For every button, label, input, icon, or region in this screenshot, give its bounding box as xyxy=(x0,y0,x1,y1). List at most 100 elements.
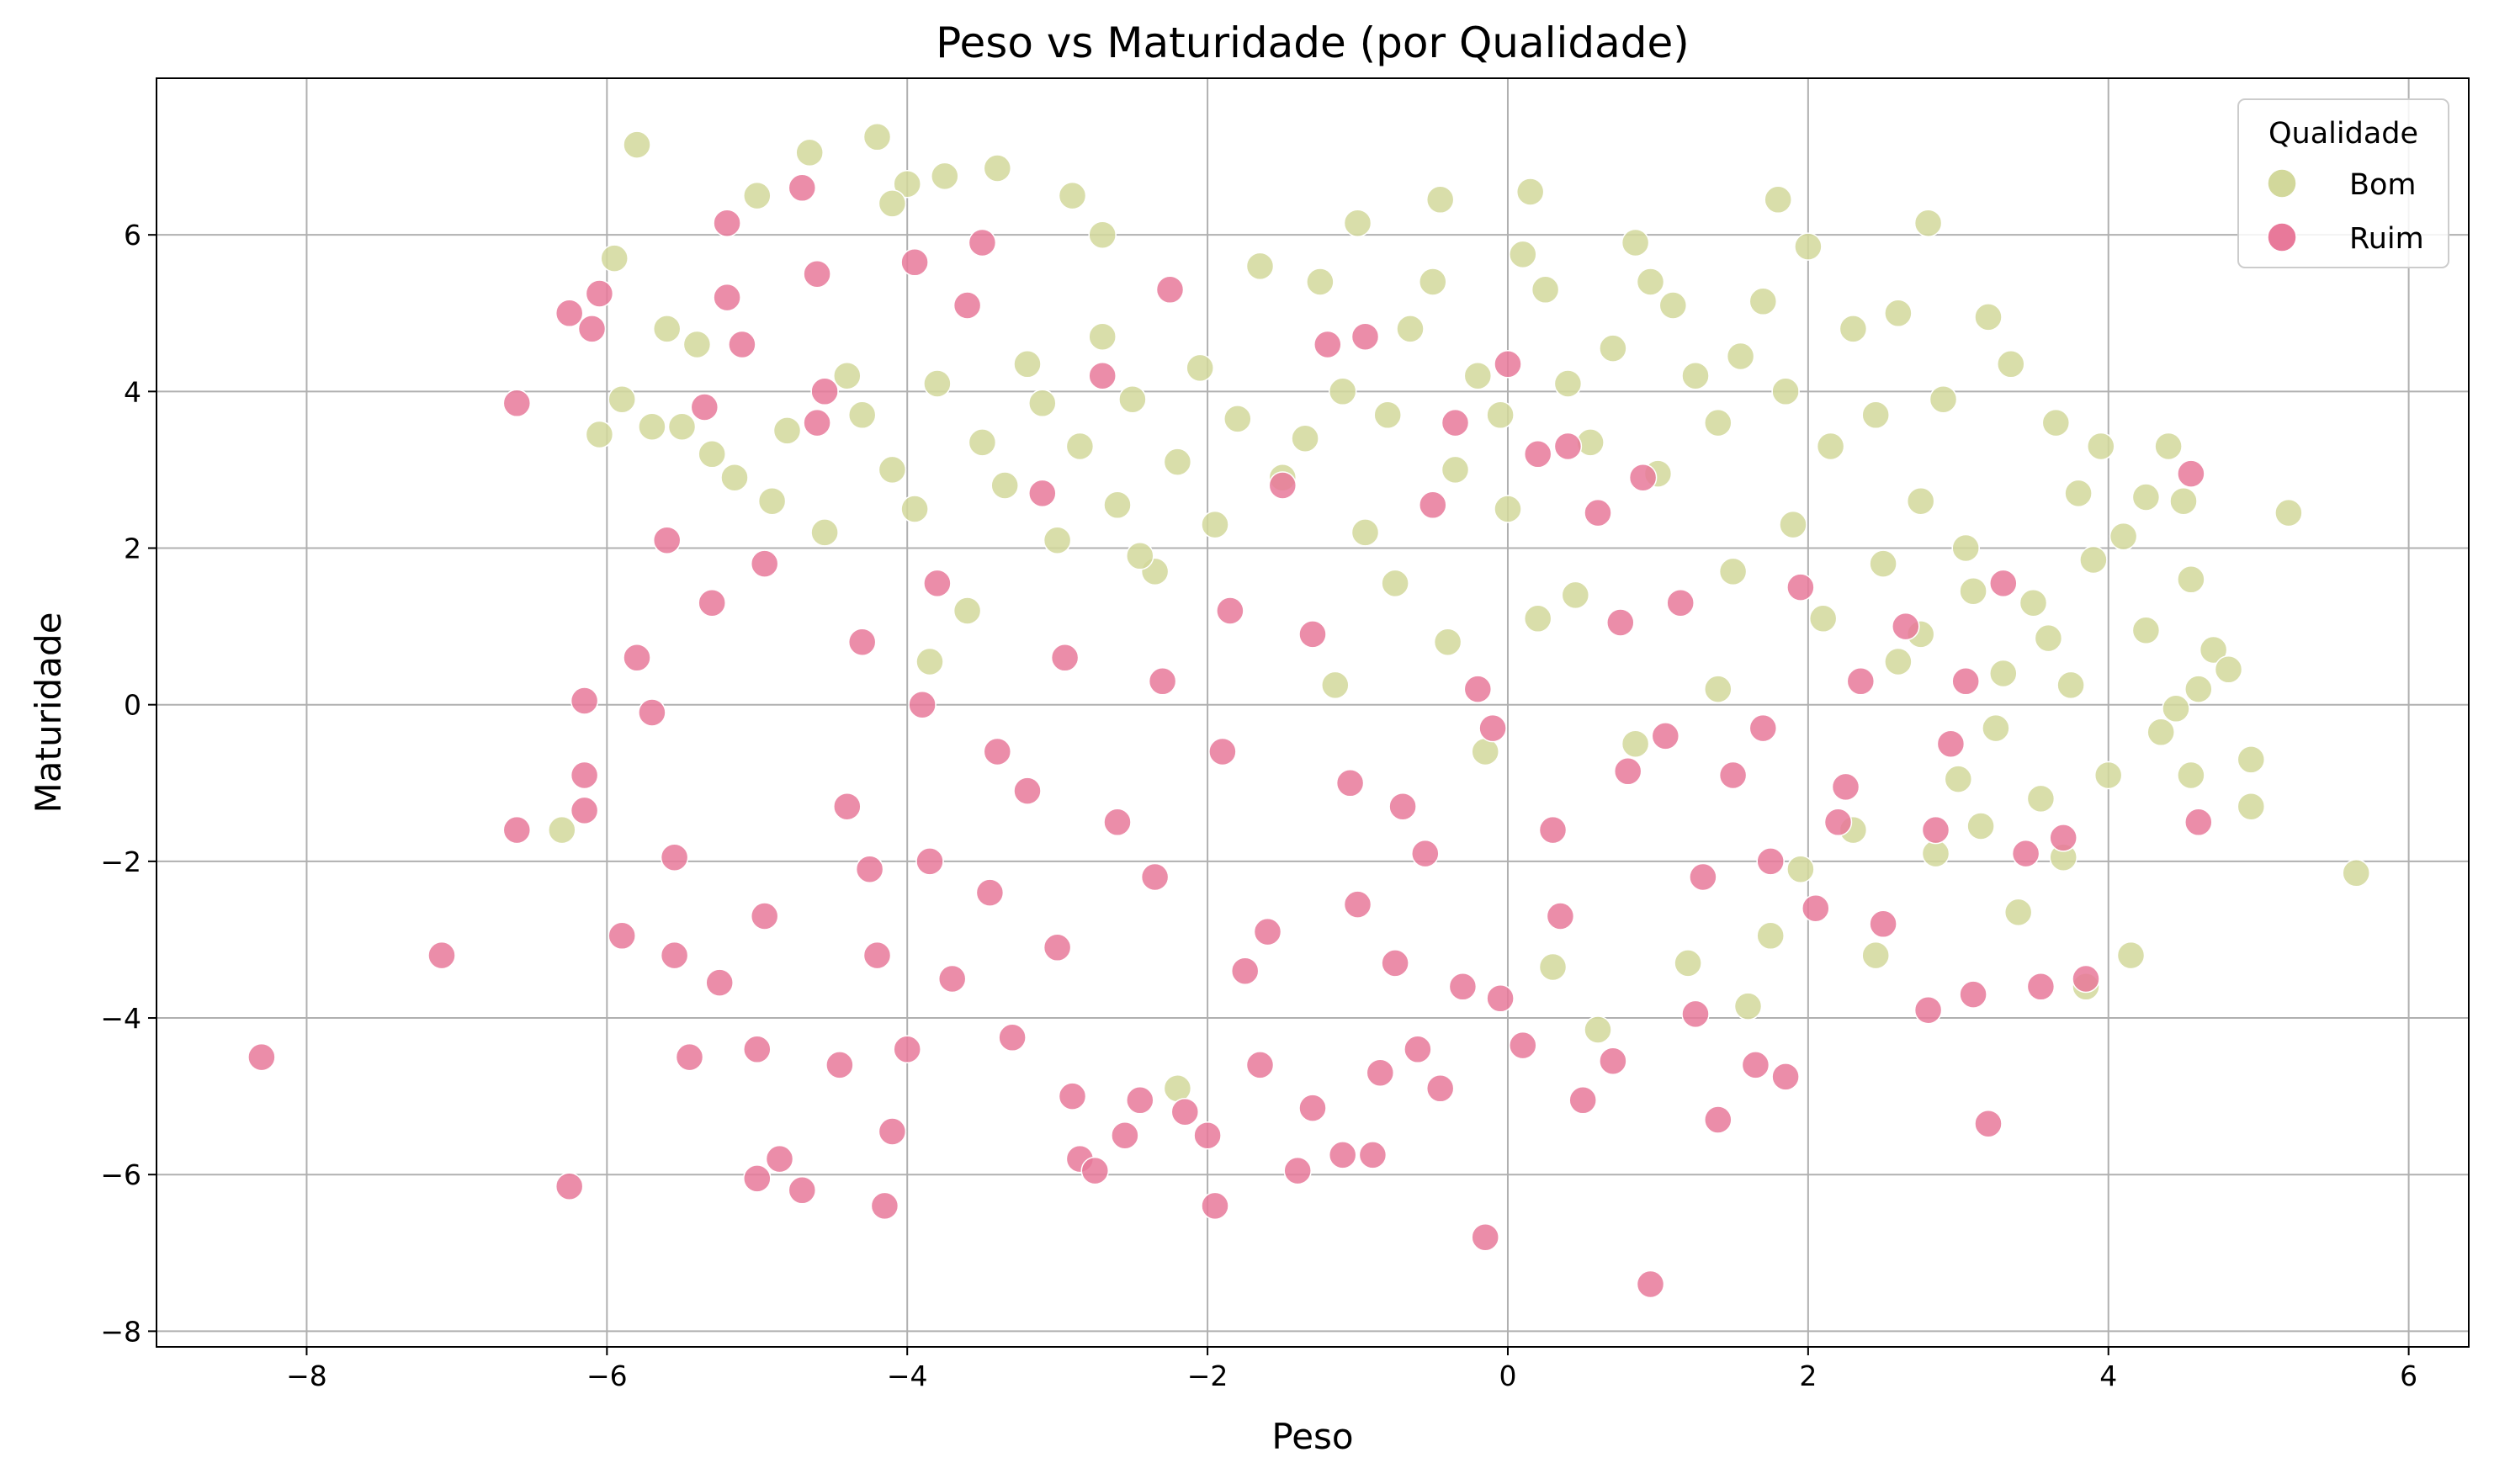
data-point-ruim xyxy=(502,815,532,845)
data-point-ruim xyxy=(1568,1086,1597,1115)
data-point-ruim xyxy=(908,690,937,719)
x-tick-label: 0 xyxy=(1499,1359,1516,1392)
data-point-ruim xyxy=(803,259,831,289)
data-point-ruim xyxy=(1350,322,1380,351)
data-point-bom xyxy=(667,412,697,441)
data-point-bom xyxy=(1621,228,1650,257)
data-point-ruim xyxy=(1448,973,1478,1001)
data-point-ruim xyxy=(585,279,614,308)
data-point-bom xyxy=(2177,761,2205,790)
data-point-ruim xyxy=(1478,713,1507,743)
chart-title: Peso vs Maturidade (por Qualidade) xyxy=(936,19,1690,67)
data-point-ruim xyxy=(1718,761,1748,790)
data-point-bom xyxy=(1674,949,1702,978)
data-point-ruim xyxy=(1283,1156,1312,1185)
data-point-bom xyxy=(1433,628,1462,656)
data-point-ruim xyxy=(1599,1047,1627,1075)
data-point-bom xyxy=(1771,377,1800,406)
data-point-bom xyxy=(2154,432,2183,461)
x-tick-label: 6 xyxy=(2400,1359,2417,1392)
data-point-bom xyxy=(1839,315,1868,343)
data-point-ruim xyxy=(1343,890,1372,919)
data-point-bom xyxy=(1509,240,1537,269)
data-point-bom xyxy=(1291,424,1319,453)
x-tick-label: −8 xyxy=(286,1359,327,1392)
data-point-ruim xyxy=(1216,596,1244,625)
data-point-bom xyxy=(743,181,772,210)
data-point-bom xyxy=(1088,220,1117,249)
data-point-ruim xyxy=(862,941,892,970)
data-point-bom xyxy=(1982,713,2010,743)
data-point-ruim xyxy=(870,1191,899,1221)
data-point-ruim xyxy=(1553,432,1583,461)
data-point-ruim xyxy=(502,389,532,418)
data-point-bom xyxy=(1906,486,1935,516)
data-point-ruim xyxy=(2184,808,2213,837)
data-point-ruim xyxy=(1681,999,1710,1029)
data-point-bom xyxy=(1561,580,1590,610)
data-point-bom xyxy=(952,596,982,625)
data-point-bom xyxy=(1043,526,1072,554)
data-point-ruim xyxy=(1193,1121,1222,1150)
chart-legend: Qualidade Bom Ruim xyxy=(2237,98,2449,268)
data-point-bom xyxy=(2093,761,2123,790)
data-point-ruim xyxy=(1606,608,1635,637)
data-point-bom xyxy=(833,361,862,390)
data-point-bom xyxy=(1186,353,1214,383)
data-point-bom xyxy=(2199,635,2228,665)
data-point-bom xyxy=(1786,855,1815,883)
data-point-bom xyxy=(923,369,952,398)
data-point-ruim xyxy=(1335,769,1365,798)
data-point-bom xyxy=(1343,209,1372,237)
legend-marker-bom xyxy=(2267,168,2297,199)
data-point-bom xyxy=(1028,389,1057,418)
data-point-ruim xyxy=(1613,757,1642,786)
data-point-bom xyxy=(2034,623,2063,653)
data-point-ruim xyxy=(2011,839,2040,868)
data-point-ruim xyxy=(1892,612,1920,641)
legend-label-ruim: Ruim xyxy=(2349,222,2424,256)
y-tick-label: −4 xyxy=(100,1002,141,1035)
data-point-ruim xyxy=(705,968,734,997)
data-point-bom xyxy=(1966,812,1995,840)
y-axis-label: Maturidade xyxy=(28,612,69,814)
data-point-ruim xyxy=(893,1035,921,1064)
y-tick-label: −8 xyxy=(100,1315,141,1348)
data-point-bom xyxy=(1704,408,1733,437)
data-point-bom xyxy=(1381,569,1409,598)
data-point-ruim xyxy=(1936,729,1966,758)
data-point-ruim xyxy=(1170,1097,1200,1126)
data-point-ruim xyxy=(1298,1094,1327,1122)
data-point-ruim xyxy=(1381,949,1409,978)
data-point-bom xyxy=(698,440,726,469)
data-point-ruim xyxy=(1058,1082,1087,1110)
y-tick-label: 6 xyxy=(124,219,141,252)
data-point-ruim xyxy=(1126,1086,1154,1115)
data-point-bom xyxy=(1538,952,1568,982)
data-point-bom xyxy=(1733,992,1763,1020)
y-tick-label: −2 xyxy=(100,845,141,878)
data-point-ruim xyxy=(975,878,1005,907)
data-point-ruim xyxy=(1366,1058,1395,1087)
data-point-ruim xyxy=(1494,350,1522,379)
data-point-ruim xyxy=(1913,995,1943,1025)
data-point-bom xyxy=(1494,495,1522,523)
data-point-bom xyxy=(1989,659,2018,688)
data-point-ruim xyxy=(900,248,929,277)
data-point-ruim xyxy=(1313,330,1342,359)
grid-lines xyxy=(157,78,2469,1347)
data-point-bom xyxy=(2079,545,2108,575)
data-point-bom xyxy=(2109,522,2138,551)
data-point-bom xyxy=(2131,483,2161,511)
data-point-bom xyxy=(1425,185,1455,215)
data-point-ruim xyxy=(1471,1222,1499,1252)
data-point-ruim xyxy=(1584,498,1612,527)
x-tick-label: 4 xyxy=(2099,1359,2117,1392)
data-point-ruim xyxy=(713,283,741,312)
data-point-ruim xyxy=(833,792,862,821)
data-point-bom xyxy=(1013,350,1042,379)
data-point-ruim xyxy=(1989,569,2018,598)
data-point-bom xyxy=(990,471,1019,500)
data-point-bom xyxy=(757,486,787,516)
data-point-bom xyxy=(1951,533,1980,563)
